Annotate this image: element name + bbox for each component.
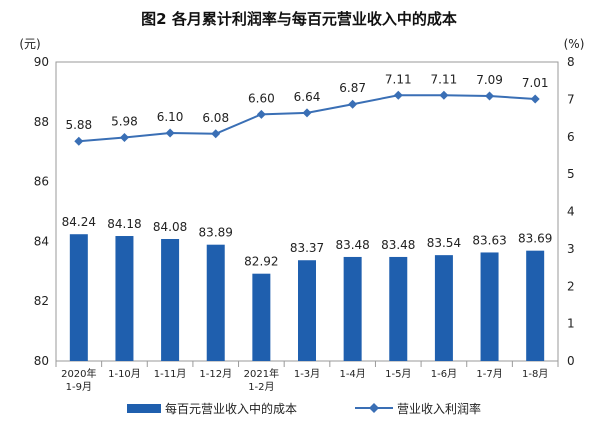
bar-value-label: 84.24 (62, 215, 96, 229)
x-tick-label: 1-11月 (154, 368, 187, 380)
legend-label-cost: 每百元营业收入中的成本 (165, 401, 297, 416)
left-tick-label: 84 (34, 234, 49, 248)
line-value-label: 7.01 (522, 76, 549, 90)
right-axis: 0 1 2 3 4 5 6 7 8 (567, 55, 575, 368)
line-point (348, 99, 358, 109)
bar-value-label: 82.92 (244, 255, 278, 269)
line-value-label: 6.64 (294, 90, 321, 104)
bar (161, 239, 180, 361)
bar (206, 244, 225, 361)
x-tick-label: 1-12月 (199, 368, 232, 380)
x-tick-label: 1-9月 (66, 381, 92, 393)
bar (298, 260, 316, 361)
line-point (439, 90, 449, 100)
line-value-label: 6.60 (248, 91, 275, 105)
right-tick-label: 6 (567, 130, 575, 144)
bar-value-label: 84.08 (153, 220, 187, 234)
left-axis: 80 82 84 86 88 90 (34, 55, 49, 368)
line-value-label: 6.10 (157, 110, 184, 124)
right-tick-label: 5 (567, 167, 575, 181)
bar-value-label: 83.48 (335, 238, 369, 252)
right-tick-label: 7 (567, 92, 575, 106)
right-tick-label: 4 (567, 205, 575, 219)
left-tick-label: 88 (34, 115, 49, 129)
left-tick-label: 82 (34, 294, 49, 308)
x-tick-label: 1-8月 (522, 368, 548, 380)
data-labels: 84.24 84.18 84.08 83.89 82.92 83.37 83.48 83.48… (62, 72, 553, 268)
left-axis-unit: (元) (19, 37, 40, 51)
legend-swatch-profit-marker (369, 403, 379, 413)
line-point (256, 109, 266, 119)
line-point (119, 132, 129, 142)
line-point (485, 91, 495, 101)
bar-value-label: 83.89 (199, 226, 233, 240)
x-tick-label: 1-4月 (339, 368, 365, 380)
line-value-label: 5.88 (65, 118, 92, 132)
legend: 每百元营业收入中的成本 营业收入利润率 (127, 401, 481, 416)
x-tick-label: 1-6月 (431, 368, 457, 380)
chart-title: 图2 各月累计利润率与每百元营业收入中的成本 (141, 10, 457, 28)
right-tick-label: 1 (567, 317, 575, 331)
right-tick-label: 8 (567, 55, 575, 69)
line-point (211, 129, 221, 139)
line-value-label: 7.11 (385, 72, 412, 86)
bar-value-label: 83.37 (290, 241, 324, 255)
legend-swatch-cost (127, 404, 161, 413)
x-tick-label: 1-5月 (385, 368, 411, 380)
right-tick-label: 0 (567, 354, 575, 368)
line-value-label: 6.87 (339, 81, 366, 95)
bar (434, 255, 453, 361)
bar (69, 234, 88, 361)
line-point (302, 108, 312, 118)
x-tick-label: 1-3月 (294, 368, 320, 380)
line-point (74, 136, 84, 146)
line-point (530, 94, 540, 104)
x-tick-label: 2021年 (244, 367, 279, 380)
bar (526, 250, 545, 361)
bar-value-label: 84.18 (107, 217, 141, 231)
bar-series (69, 234, 545, 361)
x-tick-label: 1-2月 (248, 381, 274, 393)
line-point (165, 128, 175, 138)
bar-value-label: 83.48 (381, 238, 415, 252)
line-value-label: 7.11 (431, 72, 458, 86)
bar-value-label: 83.63 (472, 233, 506, 247)
bar (389, 256, 408, 361)
bar-value-label: 83.69 (518, 232, 552, 246)
left-tick-label: 90 (34, 55, 49, 69)
x-tick-label: 1-10月 (108, 368, 141, 380)
legend-label-profit: 营业收入利润率 (397, 401, 481, 416)
line-value-label: 7.09 (476, 73, 503, 87)
left-tick-label: 80 (34, 354, 49, 368)
bar (252, 273, 271, 361)
x-tick-label: 2020年 (61, 367, 96, 380)
right-tick-label: 2 (567, 279, 575, 293)
bar (115, 236, 134, 361)
right-axis-unit: (%) (564, 37, 585, 51)
line-series (74, 90, 540, 146)
bar-value-label: 83.54 (427, 236, 461, 250)
right-tick-label: 3 (567, 242, 575, 256)
line-value-label: 6.08 (202, 111, 229, 125)
line-value-label: 5.98 (111, 115, 138, 129)
bar (480, 252, 499, 361)
bar (343, 256, 362, 361)
line-point (393, 90, 403, 100)
x-tick-label: 1-7月 (476, 368, 502, 380)
left-tick-label: 86 (34, 175, 49, 189)
